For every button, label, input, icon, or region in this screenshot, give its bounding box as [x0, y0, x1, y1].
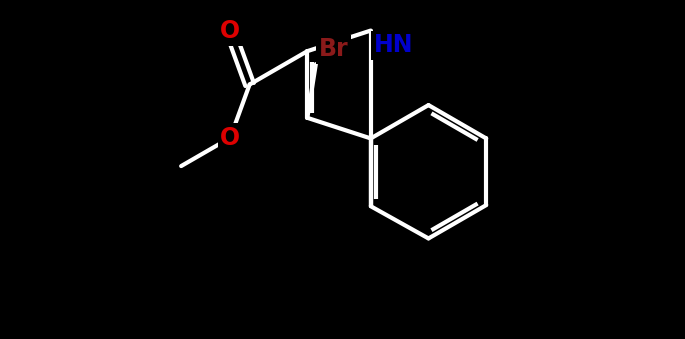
Text: Br: Br — [319, 37, 348, 61]
Text: O: O — [220, 126, 240, 150]
Text: HN: HN — [373, 33, 413, 57]
Text: O: O — [220, 19, 240, 43]
